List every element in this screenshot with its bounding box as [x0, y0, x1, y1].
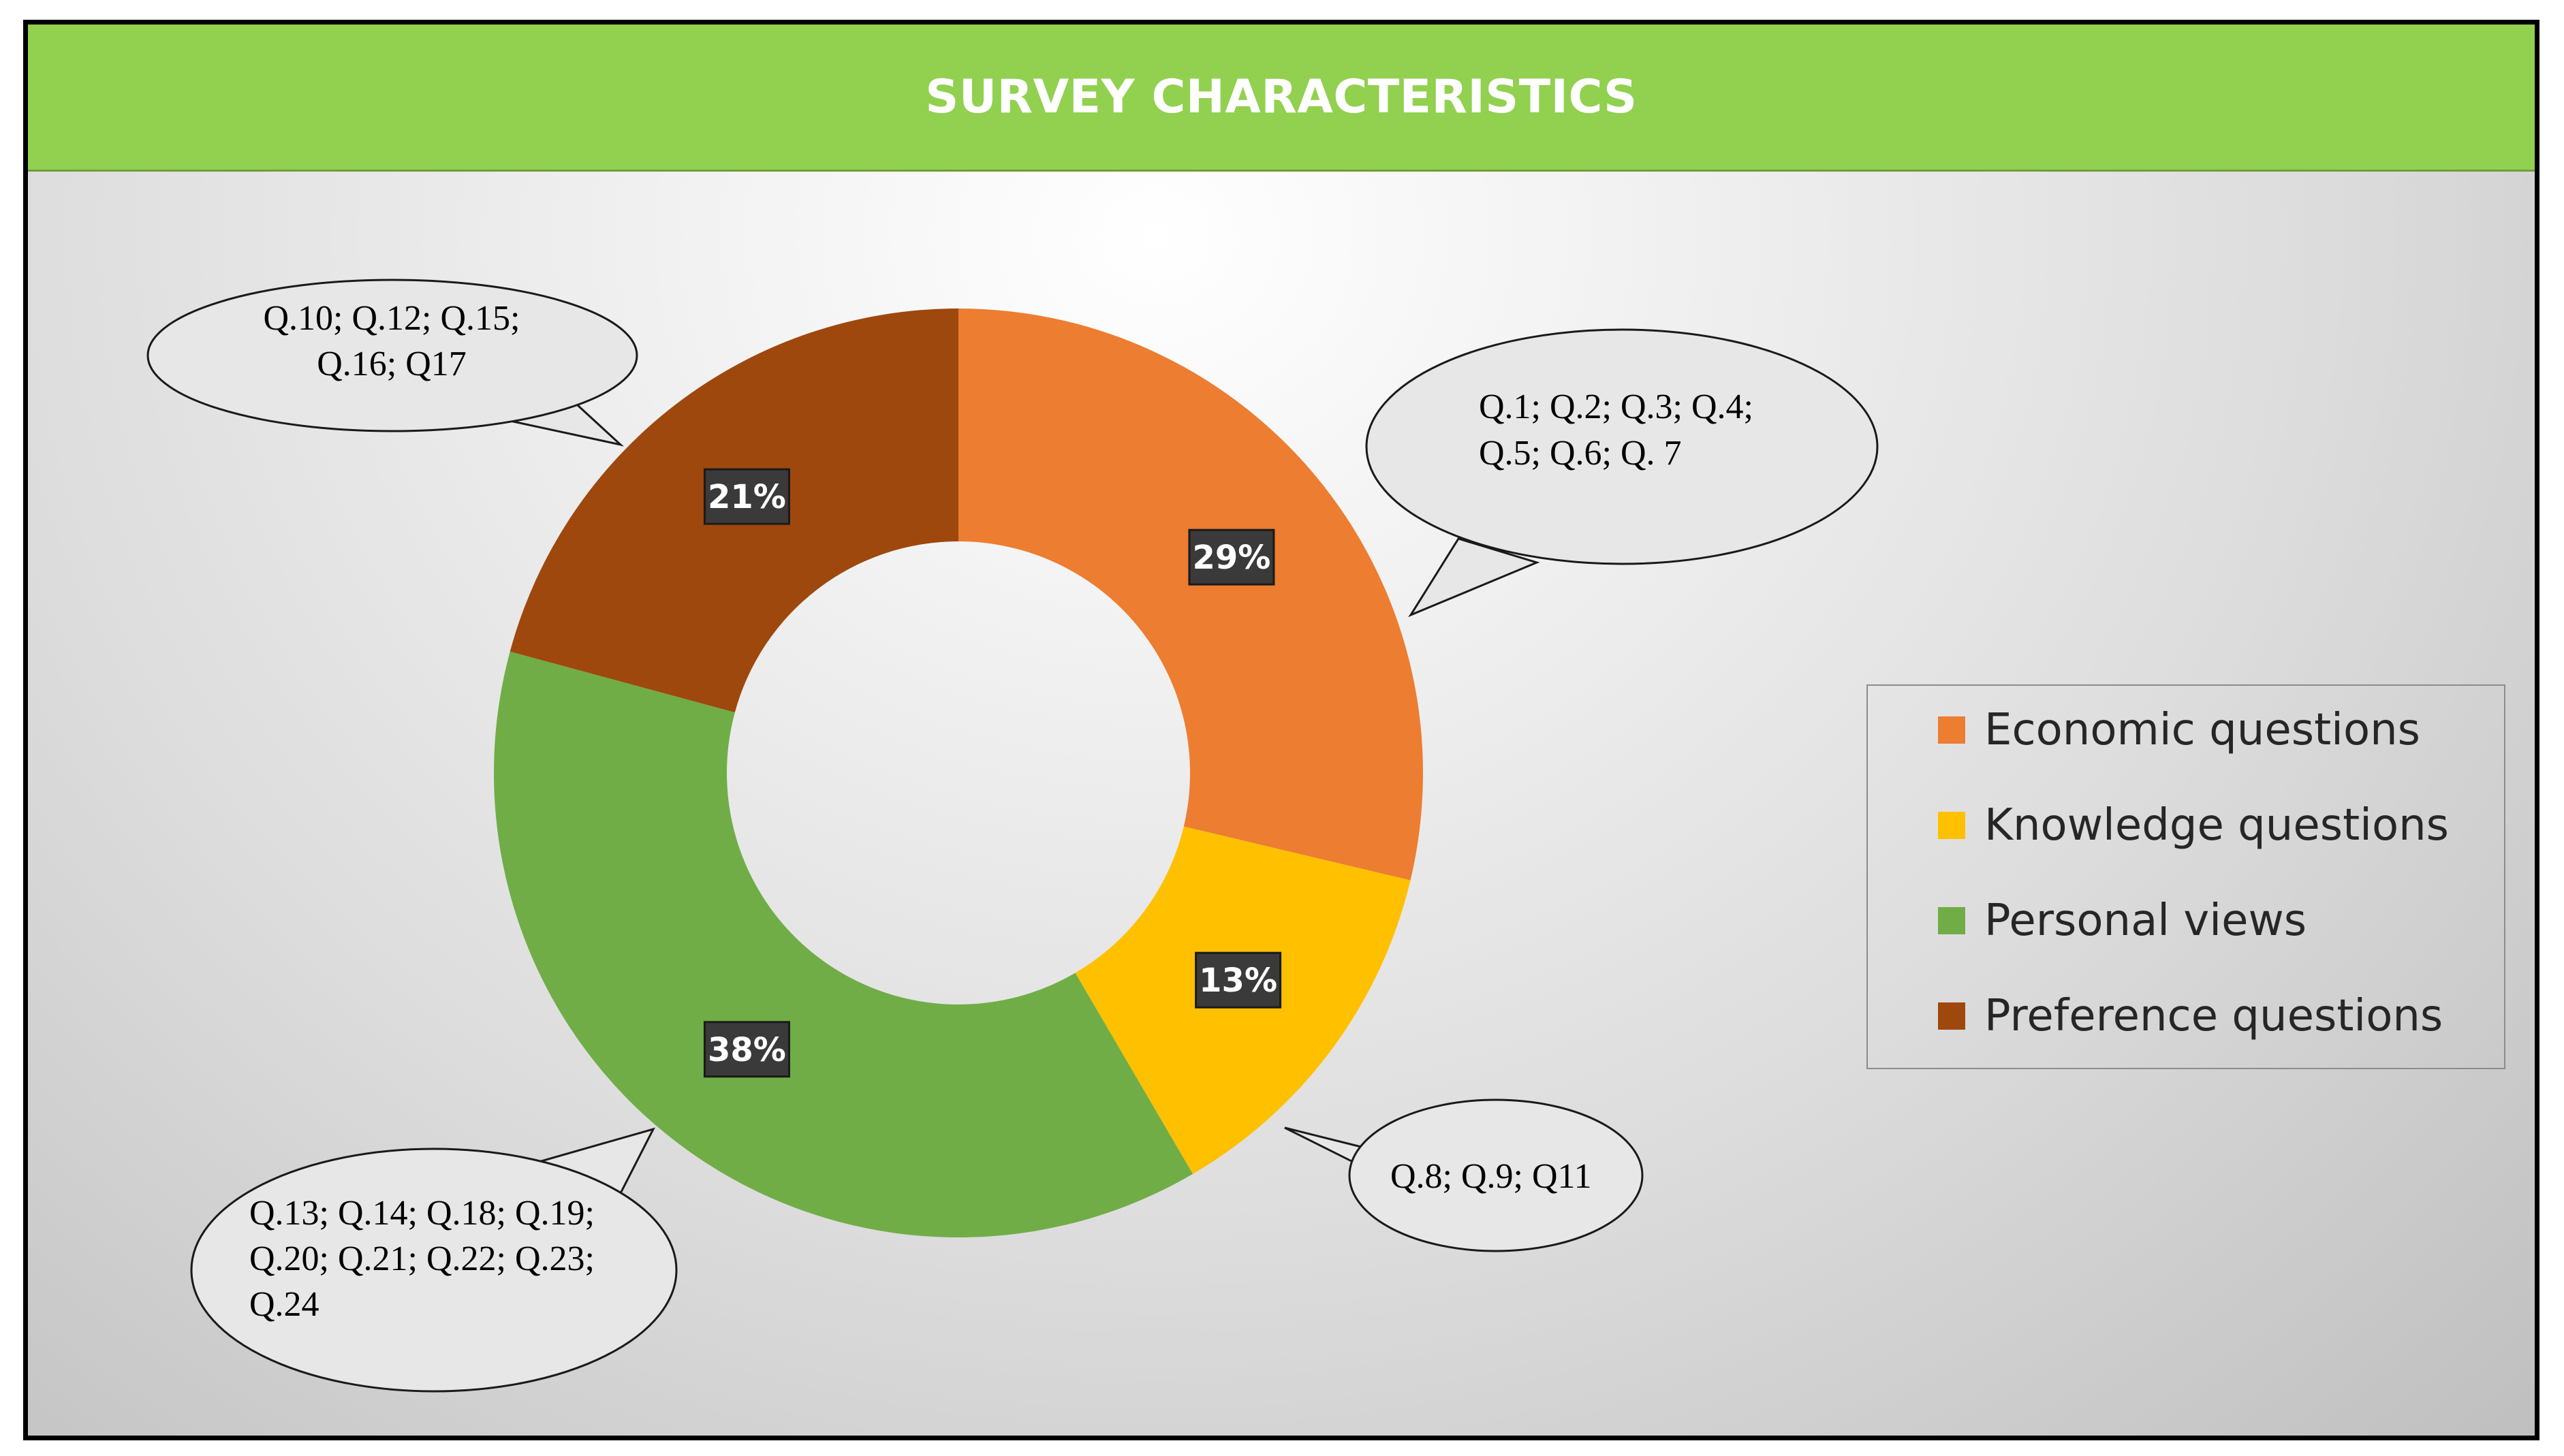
data-label-text: 13%: [1199, 962, 1277, 1000]
callout-bubble: Q.1; Q.2; Q.3; Q.4; Q.5; Q.6; Q. 7: [1365, 328, 1879, 618]
data-label-box: [703, 468, 790, 525]
callout-bubble: Q.10; Q.12; Q.15; Q.16; Q17: [146, 279, 638, 447]
donut-slice-economic-questions: [958, 308, 1423, 881]
data-label-text: 38%: [708, 1031, 786, 1069]
data-label: 21%: [703, 468, 790, 525]
legend-item: Preference questions: [1938, 991, 2443, 1041]
callout-seam: [491, 398, 569, 417]
data-label: 38%: [703, 1021, 790, 1078]
data-label: 13%: [1195, 951, 1282, 1009]
legend-swatch-personal: [1938, 907, 1965, 934]
callout-text: Q.16; Q17: [317, 345, 467, 383]
callout-text: Q.1; Q.2; Q.3; Q.4;: [1479, 387, 1753, 426]
callout-seam: [1380, 1152, 1401, 1186]
callout-ellipse: [1365, 328, 1879, 565]
chart-frame: SURVEY CHARACTERISTICS Q.1; Q.2; Q.3; Q.…: [23, 20, 2539, 1440]
legend-item: Economic questions: [1938, 705, 2420, 755]
callout-bubble: Q.8; Q.9; Q11: [1284, 1098, 1644, 1252]
legend-label: Preference questions: [1984, 991, 2443, 1041]
legend-swatch-knowledge: [1938, 812, 1965, 839]
donut-chart: Q.1; Q.2; Q.3; Q.4; Q.5; Q.6; Q. 7 Q.8; Q.…: [146, 279, 1879, 1393]
chart-title: SURVEY CHARACTERISTICS: [925, 70, 1638, 124]
legend-label: Knowledge questions: [1984, 800, 2449, 851]
callout-text: Q.8; Q.9; Q11: [1390, 1157, 1592, 1196]
data-label-text: 21%: [708, 478, 786, 516]
legend-label: Economic questions: [1984, 705, 2420, 755]
callout-text: Q.10; Q.12; Q.15;: [264, 299, 520, 338]
callout-seam: [1458, 539, 1537, 563]
data-label-text: 29%: [1192, 539, 1270, 577]
chart-legend: Economic questions Knowledge questions P…: [1866, 684, 2505, 1069]
legend-item: Personal views: [1938, 896, 2307, 946]
callout-text: Q.5; Q.6; Q. 7: [1479, 434, 1682, 473]
legend-label: Personal views: [1984, 896, 2307, 946]
legend-item: Knowledge questions: [1938, 800, 2449, 851]
callout-ellipse: [1348, 1098, 1644, 1252]
callout-text: Q.13; Q.14; Q.18; Q.19;: [249, 1194, 595, 1233]
callout-ellipse: [190, 1148, 678, 1393]
data-label-box: [1188, 528, 1275, 586]
callout-bubble: Q.13; Q.14; Q.18; Q.19; Q.20; Q.21; Q.22;…: [190, 1127, 678, 1393]
chart-header: SURVEY CHARACTERISTICS: [28, 25, 2535, 172]
data-label-box: [703, 1021, 790, 1078]
callout-text: Q.20; Q.21; Q.22; Q.23;: [249, 1239, 595, 1278]
data-label-box: [1195, 951, 1282, 1009]
data-label: 29%: [1188, 528, 1275, 586]
legend-swatch-economic: [1938, 716, 1965, 744]
legend-swatch-preference: [1938, 1002, 1965, 1030]
donut-slice-personal-views: [493, 651, 1193, 1238]
callout-ellipse: [146, 279, 638, 432]
callout-seam: [515, 1169, 604, 1226]
callout-text: Q.24: [249, 1285, 319, 1324]
